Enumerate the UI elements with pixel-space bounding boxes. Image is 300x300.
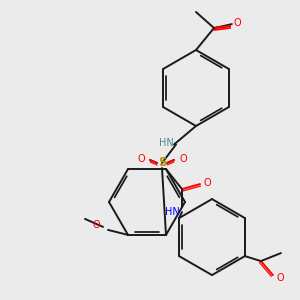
Text: O: O <box>276 273 284 283</box>
Text: O: O <box>92 220 100 230</box>
Text: O: O <box>233 18 241 28</box>
Text: HN: HN <box>159 137 173 148</box>
Text: O: O <box>137 154 145 164</box>
Text: O: O <box>179 154 187 164</box>
Text: O: O <box>203 178 211 188</box>
Text: S: S <box>158 157 166 169</box>
Text: HN: HN <box>165 207 179 217</box>
